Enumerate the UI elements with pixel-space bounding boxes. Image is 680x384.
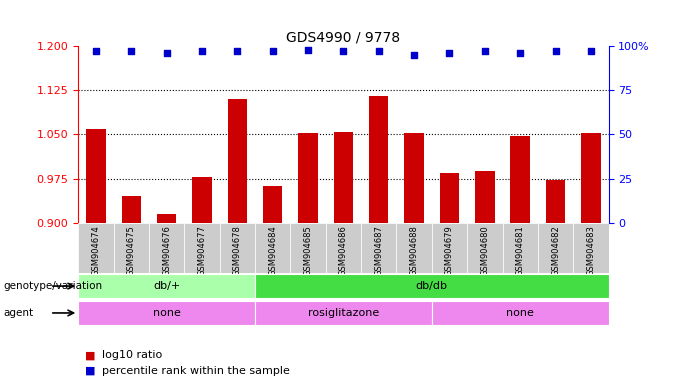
Bar [255,223,290,273]
Text: GSM904679: GSM904679 [445,225,454,276]
Text: none: none [153,308,180,318]
Bar [86,129,105,223]
Point [550,48,561,55]
Text: GSM904688: GSM904688 [409,225,419,276]
Bar [432,301,609,325]
Bar [546,180,565,223]
Text: GSM904684: GSM904684 [268,225,277,276]
Bar [361,223,396,273]
Text: ■: ■ [85,350,95,360]
Text: GSM904677: GSM904677 [197,225,207,276]
Bar [184,223,220,273]
Bar [511,136,530,223]
Point [267,48,278,55]
Title: GDS4990 / 9778: GDS4990 / 9778 [286,31,401,45]
Text: GSM904687: GSM904687 [374,225,384,276]
Point [373,48,384,55]
Text: GSM904683: GSM904683 [586,225,596,276]
Bar [114,223,149,273]
Bar [192,177,211,223]
Text: GSM904674: GSM904674 [91,225,101,276]
Text: GSM904685: GSM904685 [303,225,313,276]
Bar [255,274,609,298]
Bar [220,223,255,273]
Point [126,48,137,55]
Text: log10 ratio: log10 ratio [102,350,163,360]
Text: GSM904682: GSM904682 [551,225,560,276]
Text: GSM904686: GSM904686 [339,225,348,276]
Text: db/db: db/db [415,281,448,291]
Point [409,52,420,58]
Bar [299,133,318,223]
Bar [255,301,432,325]
Bar [78,301,255,325]
Point [479,48,490,55]
Bar [475,172,494,223]
Text: ■: ■ [85,366,95,376]
Text: percentile rank within the sample: percentile rank within the sample [102,366,290,376]
Bar [228,99,247,223]
Bar [467,223,503,273]
Bar [432,223,467,273]
Bar [263,186,282,223]
Bar [149,223,184,273]
Point [585,48,596,55]
Text: none: none [507,308,534,318]
Bar [78,274,255,298]
Bar [405,133,424,223]
Bar [573,223,609,273]
Text: GSM904678: GSM904678 [233,225,242,276]
Bar [78,223,114,273]
Bar [396,223,432,273]
Bar [326,223,361,273]
Text: GSM904681: GSM904681 [515,225,525,276]
Bar [503,223,538,273]
Text: GSM904675: GSM904675 [126,225,136,276]
Point [197,48,207,55]
Point [90,48,101,55]
Point [338,48,349,55]
Point [303,46,313,53]
Point [161,50,172,56]
Text: genotype/variation: genotype/variation [3,281,103,291]
Bar [440,173,459,223]
Bar [369,96,388,223]
Text: GSM904680: GSM904680 [480,225,490,276]
Bar [157,214,176,223]
Bar [581,133,600,223]
Text: db/+: db/+ [153,281,180,291]
Bar [122,196,141,223]
Bar [538,223,573,273]
Point [232,48,243,55]
Bar [290,223,326,273]
Text: GSM904676: GSM904676 [162,225,171,276]
Text: agent: agent [3,308,33,318]
Bar [334,132,353,223]
Point [515,50,526,56]
Text: rosiglitazone: rosiglitazone [308,308,379,318]
Point [444,50,455,56]
